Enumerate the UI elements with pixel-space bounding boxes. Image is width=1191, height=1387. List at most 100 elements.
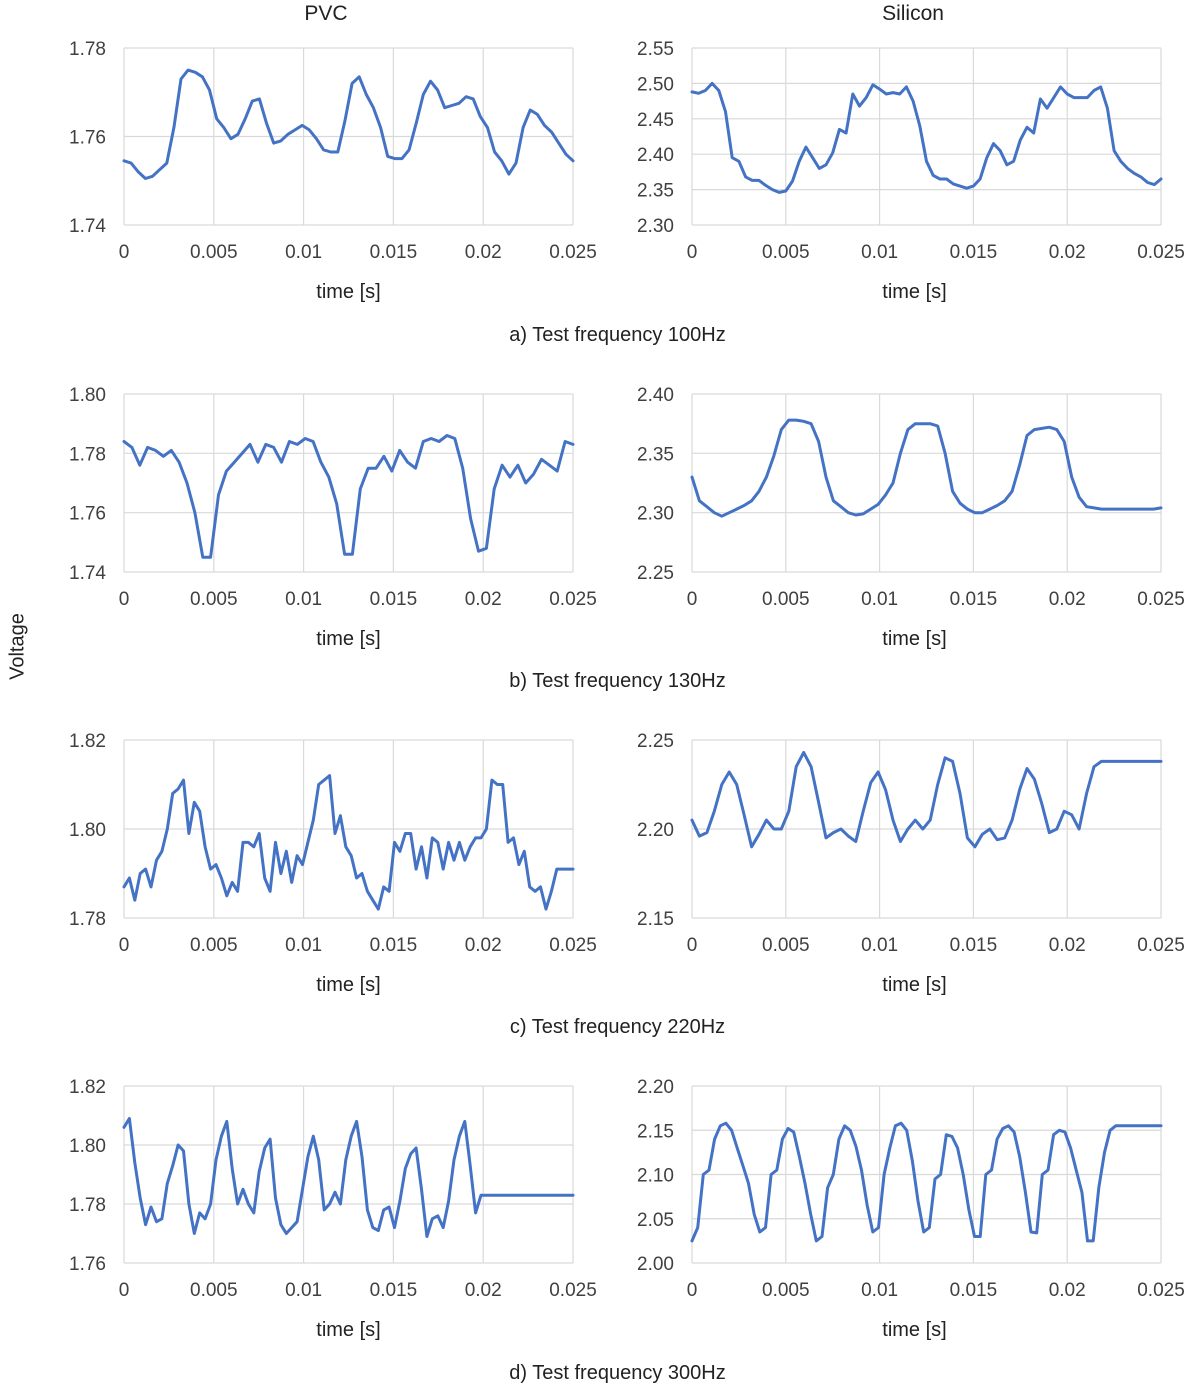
x-tick-label: 0.005 [762, 242, 810, 263]
series-line-voltage [690, 418, 1163, 518]
x-axis-label: time [s] [316, 974, 380, 996]
y-tick-label: 2.15 [637, 1121, 674, 1142]
x-tick-label: 0.015 [950, 1280, 998, 1301]
x-tick-label: 0.02 [465, 1280, 502, 1301]
x-tick-label: 0.005 [190, 1280, 238, 1301]
x-tick-label: 0.025 [549, 242, 597, 263]
y-tick-label: 1.76 [69, 504, 106, 525]
y-tick-label: 1.80 [69, 385, 106, 406]
x-tick-label: 0.01 [861, 589, 898, 610]
x-tick-label: 0 [119, 589, 130, 610]
x-tick-label: 0.01 [285, 242, 322, 263]
y-tick-label: 1.82 [69, 731, 106, 752]
y-tick-label: 2.20 [637, 820, 674, 841]
y-tick-label: 2.50 [637, 74, 674, 95]
series-line-voltage [122, 1117, 575, 1238]
x-tick-label: 0.01 [285, 935, 322, 956]
x-tick-label: 0.02 [1049, 1280, 1086, 1301]
series-line-voltage [122, 434, 575, 559]
y-tick-label: 1.80 [69, 820, 106, 841]
x-axis-label: time [s] [882, 281, 946, 303]
x-tick-label: 0.01 [285, 589, 322, 610]
column-title-pvc: PVC [304, 2, 348, 25]
series-line-voltage [122, 68, 575, 180]
y-tick-label: 1.78 [69, 1195, 106, 1216]
series-line-voltage [122, 774, 575, 911]
y-tick-label: 2.30 [637, 216, 674, 237]
x-tick-label: 0.015 [950, 589, 998, 610]
x-tick-label: 0.025 [1137, 935, 1185, 956]
y-tick-label: 2.20 [637, 1077, 674, 1098]
x-tick-label: 0.02 [1049, 589, 1086, 610]
y-tick-label: 2.25 [637, 563, 674, 584]
chart-a-silicon: 2.30 2.35 2.40 2.45 2.50 2.55 0 0.005 0.01 0.015 0… [637, 39, 1185, 303]
y-tick-label: 2.25 [637, 731, 674, 752]
y-tick-label: 1.74 [69, 563, 106, 584]
y-tick-label: 1.80 [69, 1136, 106, 1157]
chart-d-silicon: 2.00 2.05 2.10 2.15 2.20 0 0.005 0.01 0.015 0.02 0… [637, 1077, 1185, 1341]
x-tick-label: 0.025 [1137, 589, 1185, 610]
y-tick-label: 2.40 [637, 385, 674, 406]
x-axis-label: time [s] [316, 1319, 380, 1341]
chart-c-silicon: 2.15 2.20 2.25 0 0.005 0.01 0.015 0.02 0.025 time… [637, 731, 1185, 996]
y-tick-label: 1.76 [69, 128, 106, 149]
x-tick-label: 0.005 [762, 589, 810, 610]
chart-b-pvc: 1.74 1.76 1.78 1.80 0 0.005 0.01 0.015 0.02 0.025… [69, 385, 597, 650]
x-tick-label: 0.02 [465, 242, 502, 263]
x-tick-label: 0.025 [549, 589, 597, 610]
x-axis-label: time [s] [882, 628, 946, 650]
caption-a: a) Test frequency 100Hz [509, 324, 726, 346]
series-line-voltage [690, 751, 1163, 849]
x-tick-label: 0.02 [1049, 935, 1086, 956]
x-tick-label: 0 [119, 242, 130, 263]
x-tick-label: 0.025 [549, 935, 597, 956]
y-tick-label: 2.40 [637, 145, 674, 166]
y-tick-label: 2.30 [637, 504, 674, 525]
x-tick-label: 0.025 [549, 1280, 597, 1301]
x-tick-label: 0.005 [190, 242, 238, 263]
chart-a-pvc: 1.74 1.76 1.78 0 0.005 0.01 0.015 0.02 0.025 time… [69, 39, 597, 303]
y-tick-label: 1.82 [69, 1077, 106, 1098]
x-tick-label: 0 [687, 242, 698, 263]
x-tick-label: 0.025 [1137, 1280, 1185, 1301]
x-tick-label: 0.02 [1049, 242, 1086, 263]
x-tick-label: 0.02 [465, 935, 502, 956]
x-tick-label: 0.015 [370, 589, 418, 610]
x-tick-label: 0.01 [861, 242, 898, 263]
y-tick-label: 2.35 [637, 444, 674, 465]
x-tick-label: 0.015 [370, 1280, 418, 1301]
caption-d: d) Test frequency 300Hz [509, 1362, 726, 1384]
x-tick-label: 0 [687, 589, 698, 610]
caption-c: c) Test frequency 220Hz [509, 1016, 726, 1038]
x-axis-label: time [s] [316, 628, 380, 650]
y-tick-label: 1.78 [69, 909, 106, 930]
x-tick-label: 0 [119, 1280, 130, 1301]
chart-d-pvc: 1.76 1.78 1.80 1.82 0 0.005 0.01 0.015 0.02 0.025… [69, 1077, 597, 1341]
x-axis-label: time [s] [882, 1319, 946, 1341]
y-tick-label: 1.78 [69, 444, 106, 465]
y-tick-label: 1.76 [69, 1254, 106, 1275]
x-tick-label: 0 [687, 1280, 698, 1301]
y-tick-label: 2.05 [637, 1210, 674, 1231]
y-tick-label: 2.35 [637, 181, 674, 202]
series-line-voltage [690, 81, 1163, 194]
x-tick-label: 0.015 [370, 935, 418, 956]
x-tick-label: 0.01 [861, 935, 898, 956]
x-tick-label: 0.005 [190, 935, 238, 956]
column-title-silicon: Silicon [882, 2, 944, 25]
x-tick-label: 0.025 [1137, 242, 1185, 263]
y-tick-label: 2.00 [637, 1254, 674, 1275]
x-tick-label: 0.005 [762, 1280, 810, 1301]
x-tick-label: 0.01 [861, 1280, 898, 1301]
x-tick-label: 0.015 [370, 242, 418, 263]
y-tick-label: 1.78 [69, 39, 106, 60]
y-tick-label: 1.74 [69, 216, 106, 237]
chart-b-silicon: 2.25 2.30 2.35 2.40 0 0.005 0.01 0.015 0.02 0.025… [637, 385, 1185, 650]
x-axis-label: time [s] [882, 974, 946, 996]
x-tick-label: 0.015 [950, 935, 998, 956]
x-tick-label: 0.005 [190, 589, 238, 610]
x-axis-label: time [s] [316, 281, 380, 303]
y-tick-label: 2.15 [637, 909, 674, 930]
